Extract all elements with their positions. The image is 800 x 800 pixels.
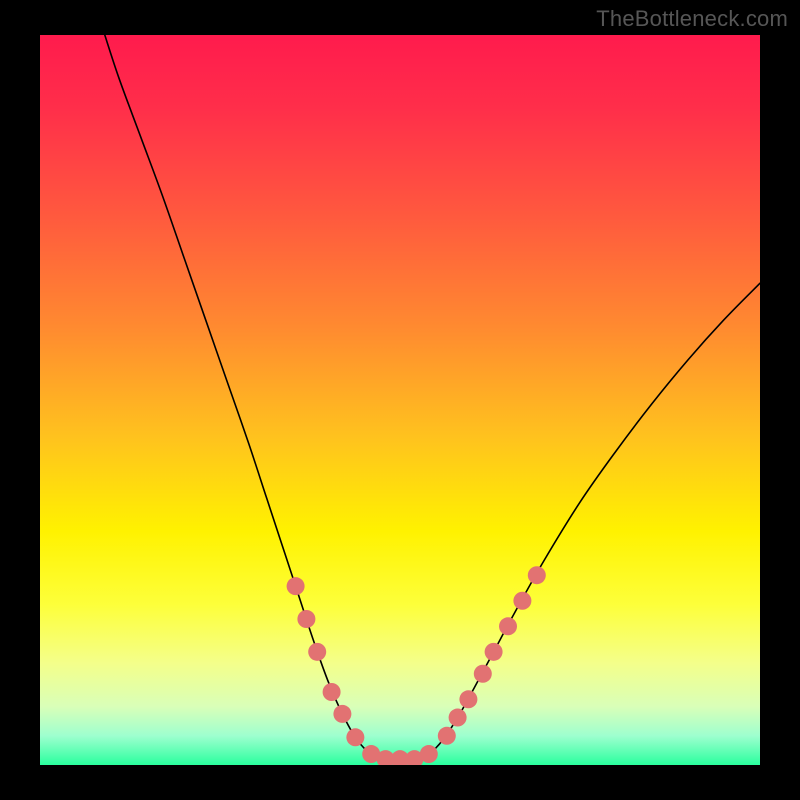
chart-marker xyxy=(333,705,351,723)
chart-marker xyxy=(485,643,503,661)
chart-marker xyxy=(513,592,531,610)
chart-marker xyxy=(297,610,315,628)
chart-marker xyxy=(474,665,492,683)
chart-marker xyxy=(499,617,517,635)
chart-marker xyxy=(449,709,467,727)
chart-marker xyxy=(528,566,546,584)
bottleneck-chart xyxy=(40,35,760,765)
chart-marker xyxy=(459,690,477,708)
chart-marker xyxy=(438,727,456,745)
chart-marker xyxy=(308,643,326,661)
chart-marker xyxy=(323,683,341,701)
chart-marker xyxy=(287,577,305,595)
chart-marker xyxy=(346,728,364,746)
watermark-text: TheBottleneck.com xyxy=(596,6,788,32)
chart-plot-area xyxy=(40,35,760,765)
chart-marker xyxy=(420,745,438,763)
chart-background xyxy=(40,35,760,765)
